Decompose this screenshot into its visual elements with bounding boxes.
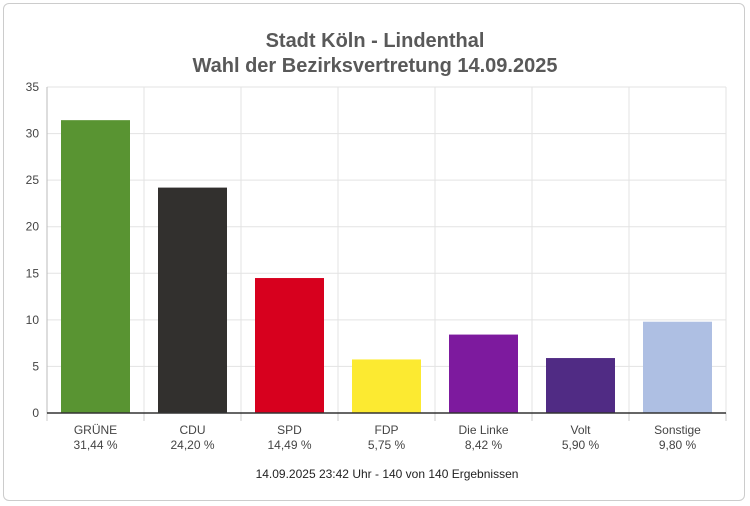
value-label: 9,80 % — [659, 438, 697, 452]
category-label: SPD — [277, 423, 302, 437]
value-label: 8,42 % — [465, 438, 503, 452]
y-tick-label: 25 — [26, 173, 40, 187]
value-label: 31,44 % — [73, 438, 117, 452]
category-label: Sonstige — [654, 423, 701, 437]
value-label: 24,20 % — [170, 438, 214, 452]
axes: 0 5 10 15 20 25 30 35 — [26, 80, 727, 421]
chart-title: Stadt Köln - Lindenthal — [266, 30, 485, 52]
value-label: 5,90 % — [562, 438, 600, 452]
y-tick-label: 5 — [32, 359, 39, 373]
bar[interactable] — [449, 334, 518, 413]
category-label: GRÜNE — [74, 423, 117, 437]
bar[interactable] — [255, 278, 324, 413]
bar[interactable] — [643, 321, 712, 413]
value-label: 5,75 % — [368, 438, 406, 452]
chart-footer: 14.09.2025 23:42 Uhr - 140 von 140 Ergeb… — [256, 467, 519, 481]
category-label: Die Linke — [458, 423, 508, 437]
value-label: 14,49 % — [267, 438, 311, 452]
category-label: CDU — [180, 423, 206, 437]
y-tick-label: 30 — [26, 127, 40, 141]
bar[interactable] — [352, 359, 421, 413]
y-tick-label: 0 — [32, 406, 39, 420]
category-label: FDP — [375, 423, 399, 437]
bar[interactable] — [158, 187, 227, 413]
y-tick-label: 15 — [26, 266, 40, 280]
y-tick-label: 20 — [26, 220, 40, 234]
category-label: Volt — [570, 423, 591, 437]
chart-subtitle: Wahl der Bezirksvertretung 14.09.2025 — [193, 55, 558, 77]
bar[interactable] — [546, 358, 615, 413]
y-tick-label: 10 — [26, 313, 40, 327]
bar[interactable] — [61, 120, 130, 413]
y-tick-label: 35 — [26, 80, 40, 94]
bars — [61, 120, 712, 413]
